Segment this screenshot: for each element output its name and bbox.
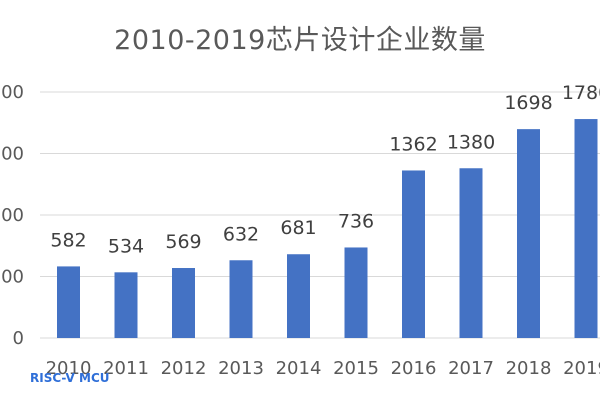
- y-tick-label: 1500: [0, 144, 24, 165]
- x-tick-label: 2016: [391, 358, 437, 379]
- bar: [344, 247, 368, 338]
- x-axis-ticks: 2010 2011 2012 2013 2014 2015 2016 2017 2018 2019: [46, 358, 600, 379]
- x-tick-label: 2019: [563, 358, 600, 379]
- x-tick-label: 2010: [46, 358, 92, 379]
- y-tick-label: 500: [0, 267, 24, 288]
- x-tick-label: 2011: [103, 358, 149, 379]
- x-tick-label: 2015: [333, 358, 379, 379]
- x-tick-label: 2014: [276, 358, 322, 379]
- bar: [402, 170, 425, 338]
- data-label: 632: [223, 223, 259, 245]
- x-tick-label: 2018: [506, 358, 552, 379]
- bars: [57, 119, 598, 338]
- data-label: 1780: [562, 82, 600, 104]
- data-label: 534: [108, 235, 144, 257]
- data-label: 582: [50, 229, 86, 251]
- bar: [229, 260, 253, 338]
- data-label: 1380: [447, 131, 495, 153]
- x-tick-label: 2017: [448, 358, 494, 379]
- x-tick-label: 2013: [218, 358, 264, 379]
- data-label: 681: [280, 217, 316, 239]
- data-label: 736: [338, 210, 374, 232]
- bar: [287, 254, 310, 338]
- bar: [517, 129, 540, 338]
- bar: [57, 266, 80, 338]
- bar: [114, 272, 138, 338]
- data-labels: 582 534 569 632 681 736 1362 1380 1698 1780: [50, 82, 600, 257]
- data-label: 1698: [504, 92, 552, 114]
- y-tick-label: 2000: [0, 82, 24, 103]
- data-label: 569: [165, 231, 201, 253]
- bar: [172, 268, 195, 338]
- x-tick-label: 2012: [161, 358, 207, 379]
- y-axis-ticks: 0 500 1000 1500 2000: [0, 82, 24, 349]
- watermark-logo: RISC-V MCU: [30, 371, 110, 385]
- y-tick-label: 0: [13, 328, 24, 349]
- y-tick-label: 1000: [0, 205, 24, 226]
- bar: [459, 168, 483, 338]
- data-label: 1362: [389, 133, 437, 155]
- chart-title: 2010-2019芯片设计企业数量: [114, 25, 486, 56]
- bar: [574, 119, 598, 338]
